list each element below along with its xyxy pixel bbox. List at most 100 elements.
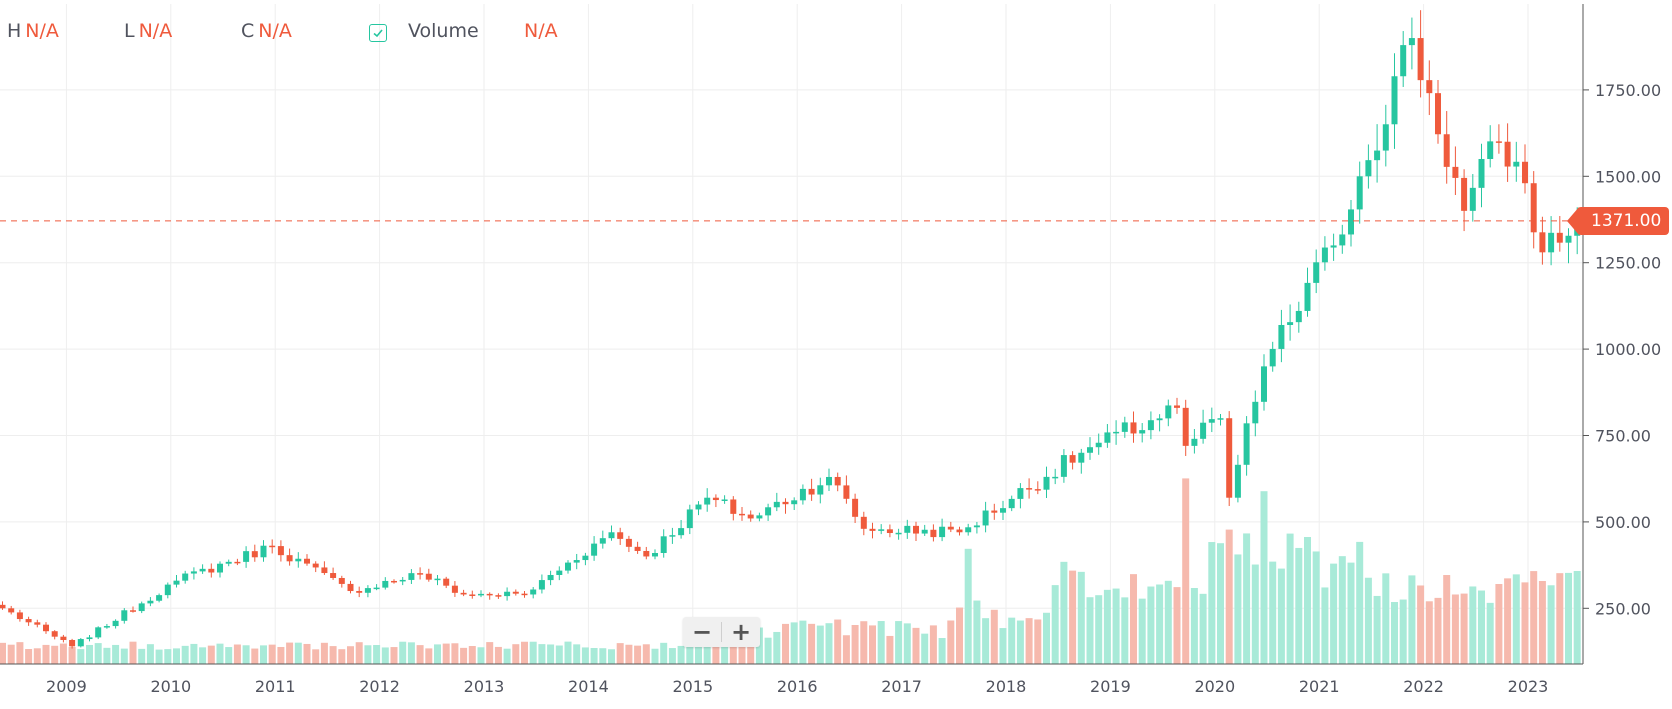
candle-body [138,603,145,612]
candle-body [1339,234,1346,246]
volume-bar [1312,551,1320,664]
candle-body [486,593,493,596]
candle-body [25,619,32,623]
volume-bar [277,646,285,664]
chart-grid [0,4,1583,664]
candle-body [634,546,641,551]
candle-body [1121,422,1128,432]
volume-bar [1547,585,1555,664]
x-tick-label: 2011 [255,677,296,696]
volume-bar [668,648,676,664]
candle-body [16,612,23,620]
volume-bar [1530,571,1538,664]
volume-bar [660,642,668,664]
candle-body [1461,177,1468,211]
volume-bar [364,645,372,664]
candle-body [1217,418,1224,420]
volume-bar [338,649,346,664]
candle-body [1087,447,1093,453]
candle-body [121,610,128,621]
candle-body [852,498,859,517]
candle-body [913,525,919,534]
zoom-divider [721,622,722,642]
zoom-controls: − + [683,617,760,647]
volume-bar [529,641,537,664]
volume-bar [1060,561,1068,664]
candle-body [1234,464,1241,498]
candle-body [1078,452,1085,463]
volume-bar [808,623,816,664]
volume-bar [33,648,41,664]
volume-bar [1391,602,1398,664]
candle-body [356,591,363,593]
volume-bar [112,644,120,664]
candle-body [1026,488,1033,490]
volume-bar [1486,602,1494,664]
volume-bar [1208,542,1216,664]
volume-bar [1373,595,1381,664]
candle-body [338,577,345,584]
candle-body [1356,176,1363,210]
volume-bar [825,623,833,664]
volume-bar [164,649,172,664]
legend-volume-value: N/A [524,20,558,42]
candle-body [556,570,563,575]
candle-body [417,573,424,575]
volume-bar [268,644,276,664]
volume-bar [573,644,581,664]
candle-body [399,579,406,582]
candle-body [652,552,658,557]
volume-bar [1225,529,1233,664]
candle-body [1165,405,1172,419]
x-tick-label: 2020 [1194,677,1235,696]
volume-checkbox[interactable] [369,24,387,42]
candle-body [260,545,267,558]
volume-bar [695,635,702,664]
candle-body [347,583,354,592]
volume-bar [407,642,415,664]
x-tick-label: 2017 [881,677,922,696]
candle-body [1000,508,1006,513]
volume-bar [242,645,250,664]
volume-bar [538,644,546,664]
volume-bar [625,644,633,664]
candle-body [808,488,815,495]
zoom-out-button[interactable]: − [691,618,713,646]
x-tick-label: 2014 [568,677,609,696]
y-tick-label: 250.00 [1595,599,1651,618]
volume-bar [1556,573,1564,664]
volume-bar [999,628,1007,664]
volume-bar [77,649,85,664]
volume-bar [1451,594,1459,664]
x-tick-label: 2013 [464,677,505,696]
candle-body [591,543,598,556]
candle-body [1287,322,1294,325]
candle-body [678,528,685,536]
volume-bar [1330,563,1338,664]
volume-bar [1069,570,1077,664]
candle-body [695,504,702,510]
volume-bar [425,648,433,664]
legend-high-value: N/A [25,20,59,42]
volume-bar [468,646,476,664]
candle-body [765,507,772,516]
x-tick-label: 2021 [1299,677,1340,696]
volume-bar [1364,577,1372,664]
candle-body [1365,160,1372,177]
candle-body [1060,455,1067,477]
volume-bar [869,625,876,664]
volume-bar [355,642,363,664]
volume-bar [903,623,911,664]
volume-bar [834,619,842,664]
zoom-in-button[interactable]: + [730,618,752,646]
candle-body [495,595,502,597]
volume-bar [886,635,894,664]
volume-bar [921,633,929,664]
candle-body [277,546,284,556]
check-icon [373,29,383,38]
candle-body [1147,420,1154,431]
candle-body [1400,45,1407,77]
candle-body [1330,245,1337,248]
candle-body [112,620,119,627]
